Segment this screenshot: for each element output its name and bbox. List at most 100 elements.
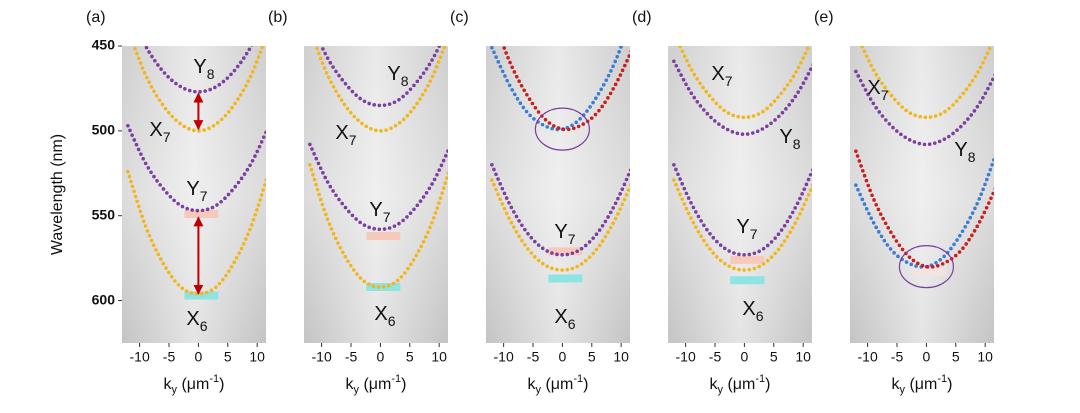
x-axis-label: ky (μm-1): [164, 373, 225, 396]
curve-label-main: X: [867, 77, 880, 99]
x-label-close: ): [765, 376, 770, 393]
x-label-base: k: [528, 376, 537, 393]
curves: [672, 46, 812, 272]
x-label-close: ): [219, 376, 224, 393]
x-tick-label: 0: [195, 349, 203, 365]
x-label-sup: -1: [937, 373, 947, 385]
dispersion-curve: [678, 46, 811, 120]
x-tick-label: 10: [613, 349, 629, 365]
curve-label-sub: 6: [388, 313, 396, 329]
curve-label-sub: 7: [725, 73, 733, 89]
curve-label-main: Y: [387, 63, 400, 85]
band-marker: [730, 276, 765, 285]
panel: (a) 450 500 550 600 Wavelength (nm) -10 -5 0 5 10 k…: [49, 9, 266, 396]
curve-label: Y7: [369, 199, 390, 224]
panel: (e) -10 -5 0 5 10 ky (μm-1) X7 Y8: [814, 9, 994, 396]
x-label-sub: y: [172, 384, 178, 396]
curve-label: Y8: [387, 63, 408, 88]
curve-label-sub: 6: [200, 318, 208, 334]
x-label-unit: (μm: [541, 376, 573, 393]
curve-label-sub: 8: [401, 73, 409, 89]
band-marker: [912, 267, 947, 276]
curves: [854, 46, 994, 269]
x-tick-label: -5: [891, 349, 904, 365]
curve-label-main: X: [554, 306, 567, 328]
dispersion-curve: [143, 46, 254, 94]
curve-label-sub: 7: [383, 209, 391, 225]
curve-label: X6: [186, 308, 207, 333]
curve-label-sub: 7: [568, 231, 576, 247]
band-marker: [184, 210, 219, 219]
x-label-base: k: [164, 376, 173, 393]
plot-highlight: [668, 46, 812, 343]
x-tick-label: 5: [588, 349, 596, 365]
x-tick-label: -5: [527, 349, 540, 365]
curve-label-main: Y: [554, 221, 567, 243]
curve-label-main: Y: [369, 199, 382, 221]
curve-label: X7: [149, 119, 170, 144]
curves: [490, 46, 630, 272]
curve-label-sub: 6: [756, 308, 764, 324]
x-axis-label: ky (μm-1): [528, 373, 589, 396]
curve-label: Y7: [736, 216, 757, 241]
curve-label: X7: [711, 63, 732, 88]
x-label-unit: (μm: [359, 376, 391, 393]
curve-label: X7: [867, 77, 888, 102]
dispersion-curve: [854, 69, 994, 147]
x-label-base: k: [710, 376, 719, 393]
dispersion-curve: [126, 169, 266, 296]
curve-label-main: Y: [186, 178, 199, 200]
dispersion-curve: [501, 46, 630, 132]
x-label-base: k: [892, 376, 901, 393]
dispersion-curve: [490, 178, 630, 272]
curve-label: Y7: [186, 178, 207, 203]
panel-label: (d): [632, 9, 652, 26]
curve-label-main: Y: [954, 139, 967, 161]
x-label-sup: -1: [755, 373, 765, 385]
band-marker: [184, 291, 219, 300]
x-tick-label: 5: [224, 349, 232, 365]
x-tick-label: 0: [559, 349, 567, 365]
curve-label-sub: 8: [207, 66, 215, 82]
panel-label: (c): [450, 9, 469, 26]
x-tick-label: 0: [377, 349, 385, 365]
curves: [126, 46, 266, 296]
panel-label: (e): [814, 9, 834, 26]
panel-label: (b): [268, 9, 288, 26]
x-tick-label: 5: [770, 349, 778, 365]
curves: [308, 46, 448, 289]
x-tick-label: -10: [676, 349, 696, 365]
curve-label-main: X: [711, 63, 724, 85]
x-label-sup: -1: [391, 373, 401, 385]
dispersion-curve: [490, 163, 630, 257]
dispersion-curve: [319, 46, 442, 108]
y-axis-label: Wavelength (nm): [49, 134, 66, 255]
plot-highlight: [850, 46, 994, 343]
x-label-sub: y: [536, 384, 542, 396]
x-label-close: ): [583, 376, 588, 393]
band-marker: [548, 274, 583, 283]
panel: (c) -10 -5 0 5 10 ky (μm-1) Y7 X6: [450, 9, 630, 396]
curve-label: Y8: [954, 139, 975, 164]
y-tick-label: 500: [92, 122, 116, 138]
curve-label-main: Y: [736, 216, 749, 238]
curve-label-main: X: [335, 122, 348, 144]
dispersion-curve: [860, 46, 993, 120]
x-label-sub: y: [354, 384, 360, 396]
curve-label: Y7: [554, 221, 575, 246]
x-tick-label: -10: [130, 349, 150, 365]
x-label-base: k: [346, 376, 355, 393]
x-tick-label: 10: [249, 349, 265, 365]
curve-label: Y8: [193, 56, 214, 81]
dispersion-curve: [314, 46, 447, 133]
curve-label: X6: [374, 303, 395, 328]
x-tick-label: -10: [312, 349, 332, 365]
curve-label: X7: [335, 122, 356, 147]
curve-label: X6: [554, 306, 575, 331]
x-tick-label: -5: [345, 349, 358, 365]
curve-label-sub: 7: [881, 87, 889, 103]
curve-label-main: X: [742, 298, 755, 320]
x-tick-label: 10: [977, 349, 993, 365]
